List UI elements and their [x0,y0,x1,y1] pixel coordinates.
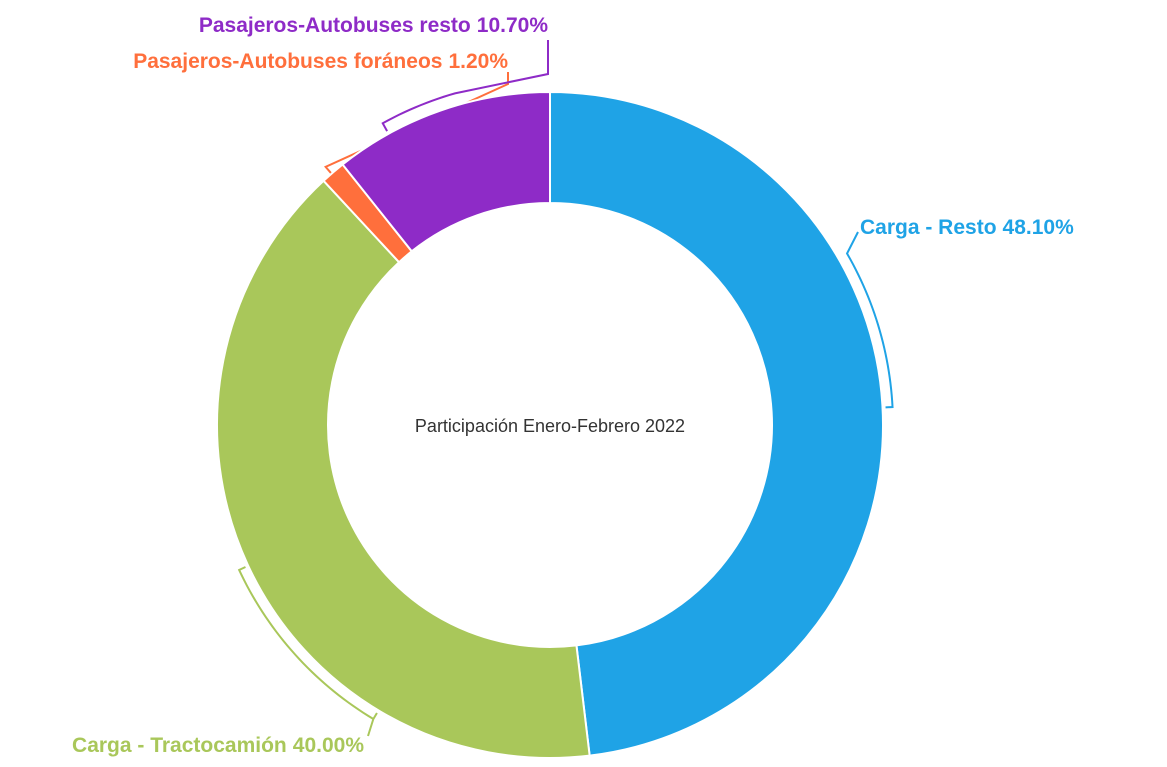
slice-label: Pasajeros-Autobuses resto 10.70% [199,14,548,37]
leader-line [381,40,549,132]
value-label: 40.00% [293,734,365,757]
slice-label: Carga - Resto 48.10% [860,216,1074,239]
slice [341,90,551,253]
slice-label: Carga - Tractocamión 40.00% [72,734,364,757]
value-label: 1.20% [448,50,508,73]
chart-title: Participación Enero-Febrero 2022 [415,416,685,436]
value-label: 10.70% [477,14,549,37]
leader-line [237,566,378,737]
category-label: Carga - Tractocamión [72,734,287,757]
category-label: Carga - Resto [860,216,997,239]
slice [549,90,884,757]
value-label: 48.10% [1003,216,1075,239]
category-label: Pasajeros-Autobuses foráneos [133,50,442,73]
slice [216,179,591,759]
category-label: Pasajeros-Autobuses resto [199,14,471,37]
leader-line [845,231,894,409]
slice-label: Pasajeros-Autobuses foráneos 1.20% [133,50,508,73]
